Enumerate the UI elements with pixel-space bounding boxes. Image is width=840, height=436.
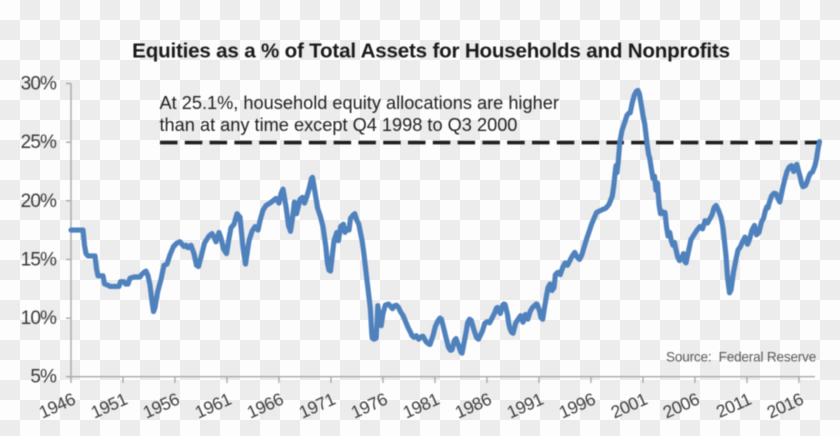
svg-text:2016: 2016 (764, 389, 806, 422)
svg-text:2001: 2001 (608, 389, 650, 422)
svg-text:1966: 1966 (244, 389, 286, 422)
svg-text:1996: 1996 (556, 389, 598, 422)
svg-text:1991: 1991 (504, 389, 546, 422)
svg-text:1961: 1961 (192, 389, 234, 422)
svg-text:1976: 1976 (348, 389, 390, 422)
svg-text:25%: 25% (21, 132, 57, 153)
svg-text:1986: 1986 (452, 389, 494, 422)
svg-text:10%: 10% (21, 308, 57, 329)
svg-text:Source: Federal Reserve: Source: Federal Reserve (666, 350, 816, 365)
svg-text:1951: 1951 (88, 389, 130, 422)
svg-text:2011: 2011 (713, 389, 754, 422)
svg-text:1956: 1956 (140, 389, 182, 422)
svg-text:15%: 15% (21, 250, 57, 271)
svg-text:Equities as a % of Total Asset: Equities as a % of Total Assets for Hous… (132, 40, 730, 63)
svg-text:At 25.1%, household equity all: At 25.1%, household equity allocations a… (160, 93, 559, 113)
svg-text:5%: 5% (30, 367, 57, 388)
svg-text:1946: 1946 (36, 389, 78, 422)
svg-text:than at any time except Q4 199: than at any time except Q4 1998 to Q3 20… (160, 115, 518, 135)
svg-text:1971: 1971 (296, 389, 338, 422)
svg-text:20%: 20% (21, 191, 57, 212)
svg-text:1981: 1981 (400, 389, 442, 422)
svg-text:2006: 2006 (660, 389, 702, 422)
svg-text:30%: 30% (21, 74, 57, 95)
